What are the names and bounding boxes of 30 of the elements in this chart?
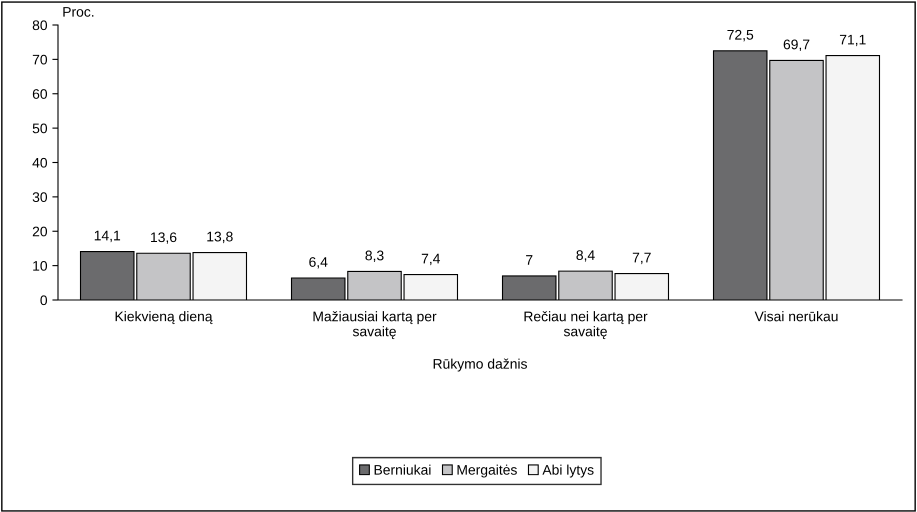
data-label: 71,1 <box>840 34 866 46</box>
y-tick-label: 80 <box>32 20 48 30</box>
data-label: 14,1 <box>94 230 120 242</box>
data-label: 6,4 <box>309 257 328 269</box>
x-tick-label: Mažiausiai kartą per savaitę <box>314 311 436 340</box>
legend-label: Mergaitės <box>458 464 517 478</box>
y-tick-label: 10 <box>33 260 48 271</box>
data-label: 8,4 <box>576 250 595 262</box>
y-tick-label: 30 <box>32 192 48 202</box>
data-label: 13,6 <box>151 232 176 244</box>
data-label: 69,7 <box>784 39 810 51</box>
y-tick-label: 0 <box>40 295 48 306</box>
y-tick-label: 60 <box>32 89 48 99</box>
x-tick-label: Rečiau nei kartą per savaitę <box>524 311 648 340</box>
data-label: 8,3 <box>365 250 384 262</box>
legend-label: Berniukai <box>374 464 430 475</box>
data-label: 13,8 <box>207 232 233 244</box>
y-tick-label: 40 <box>32 158 48 168</box>
x-axis-title: Rūkymo dažnis <box>434 358 527 372</box>
y-axis-title: Proc. <box>63 7 94 17</box>
x-tick-label: Kiekvieną dieną <box>116 311 213 324</box>
data-label: 72,5 <box>727 30 754 42</box>
x-tick-label: Visai nerūkau <box>754 311 838 322</box>
y-tick-label: 20 <box>32 226 48 236</box>
data-label: 7,4 <box>422 254 440 266</box>
y-tick-label: 70 <box>32 54 48 65</box>
legend-label: Abi lytys <box>542 464 594 478</box>
y-tick-label: 50 <box>32 123 48 134</box>
data-label: 7 <box>526 255 532 265</box>
data-label: 7,7 <box>632 252 651 264</box>
